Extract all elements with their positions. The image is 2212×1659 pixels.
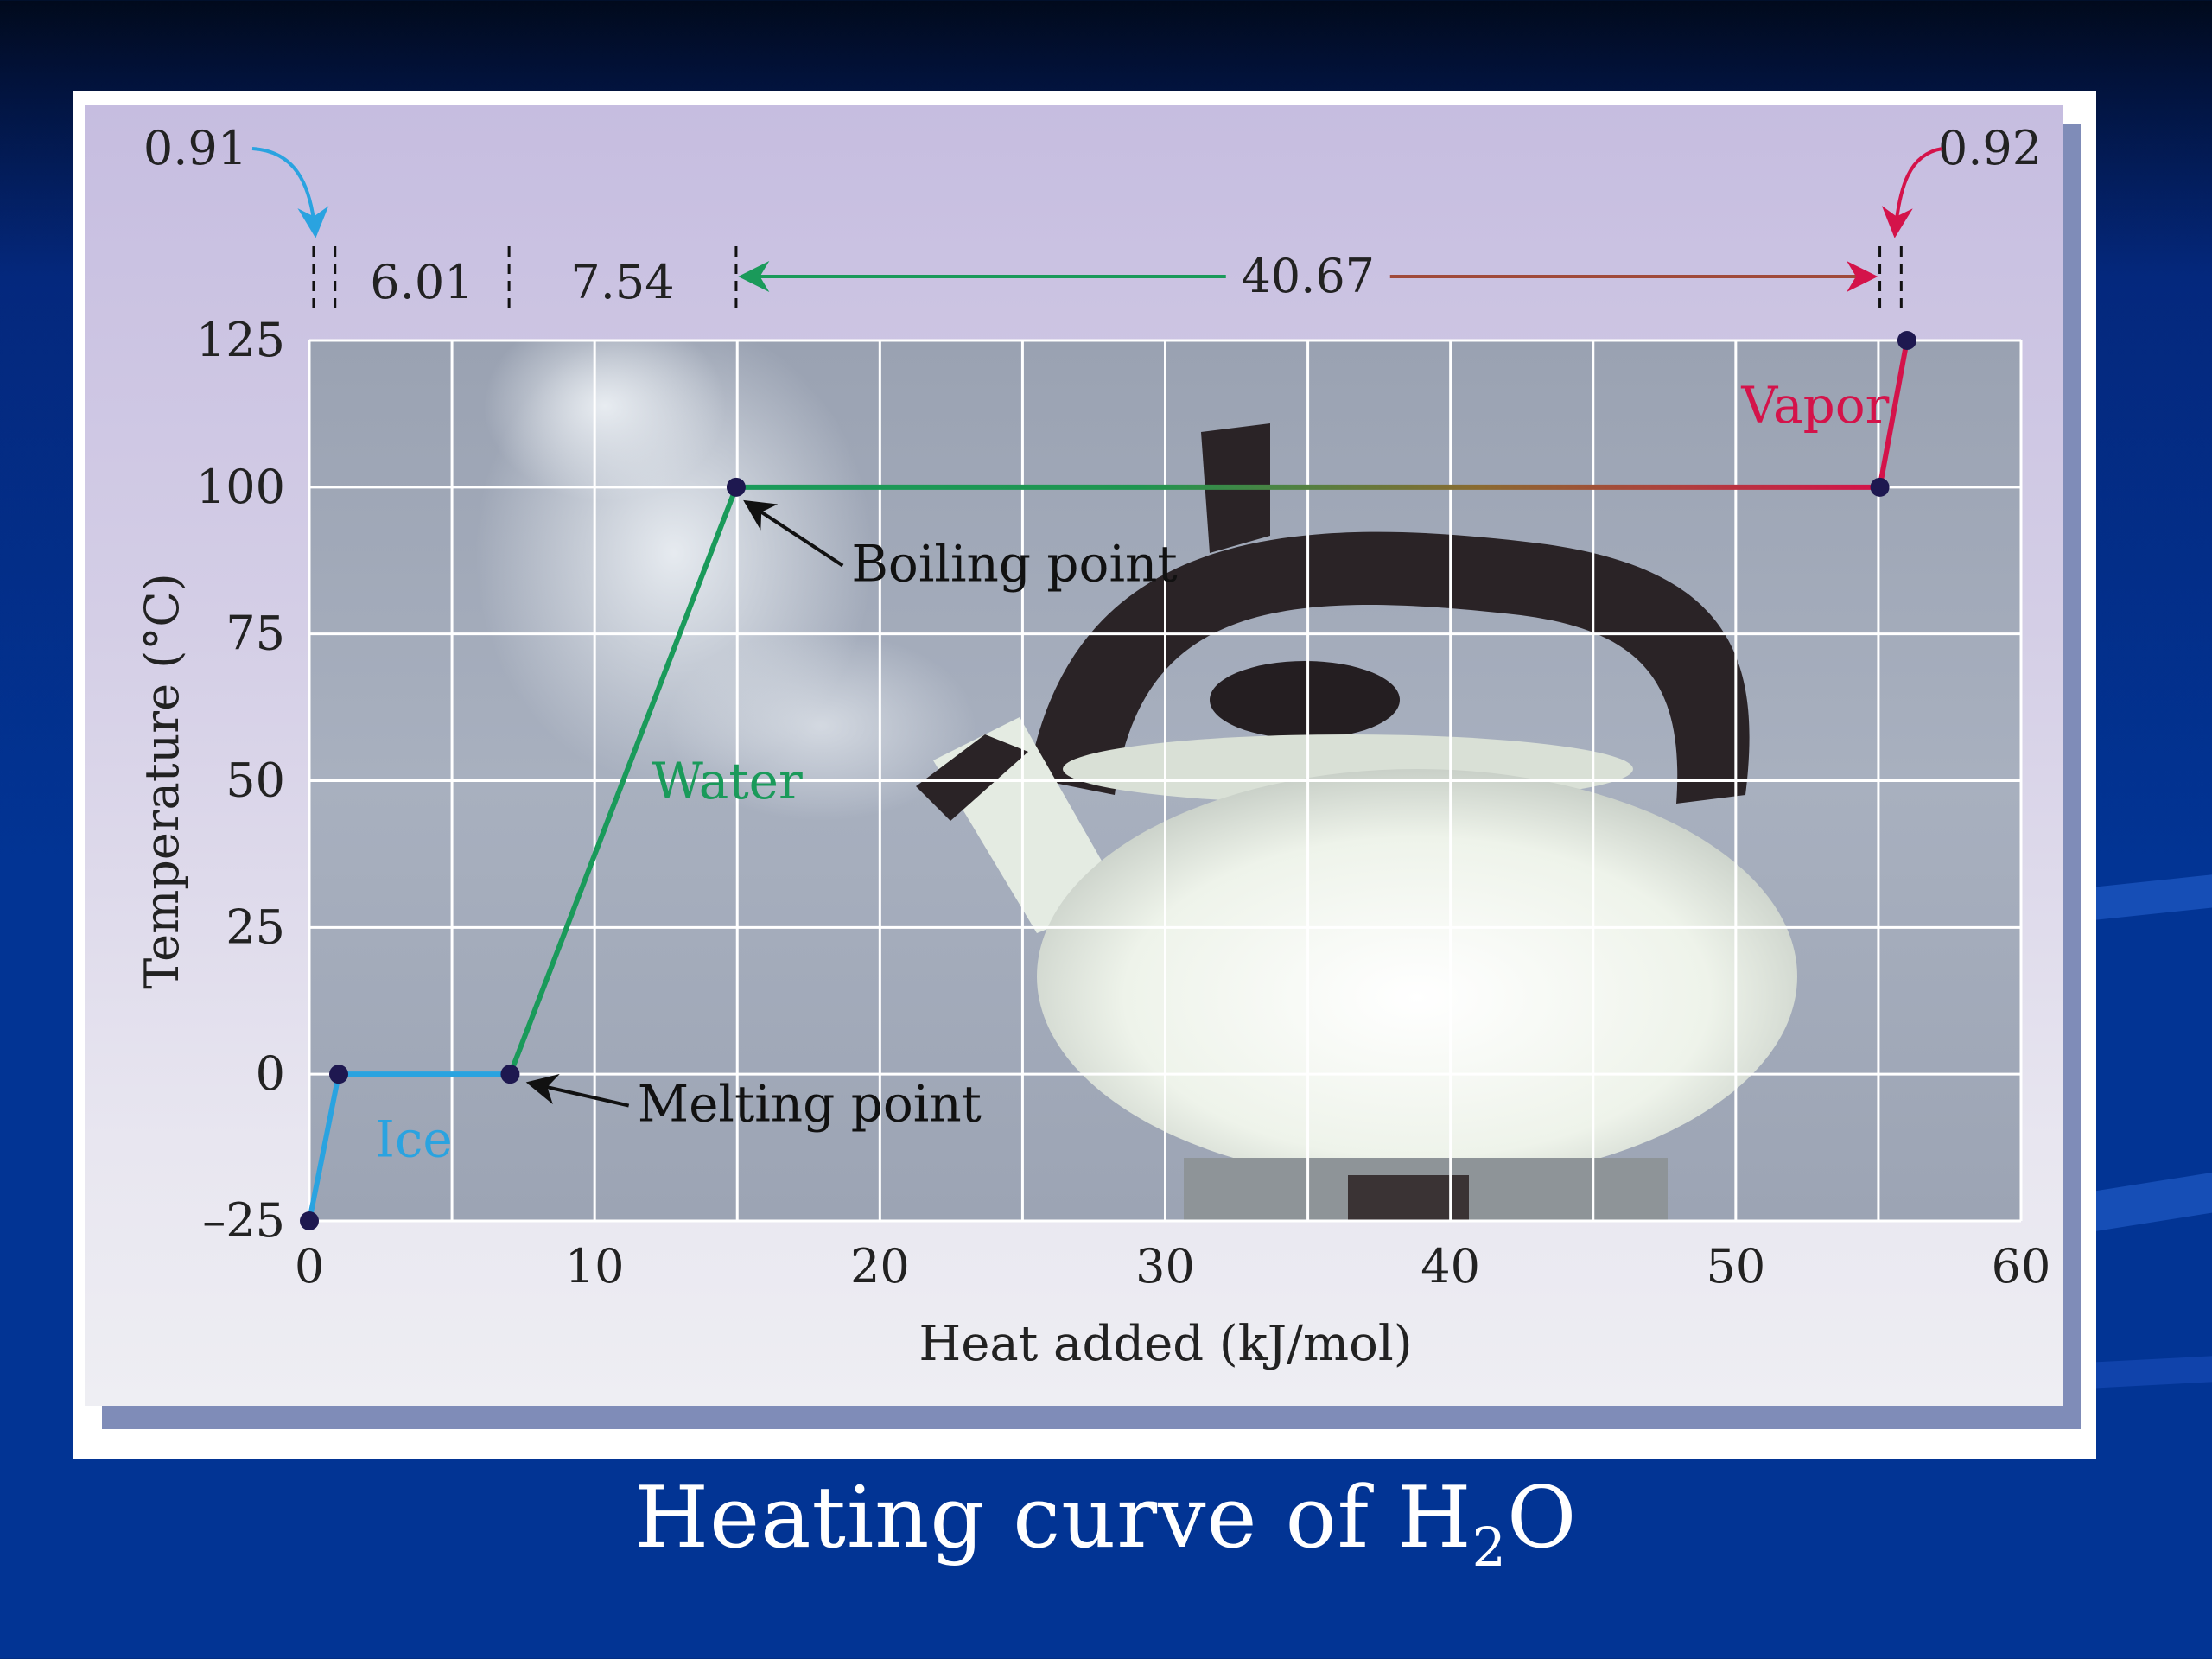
x-tick-label: 60 [1992, 1239, 2051, 1294]
interval-label: 0.92 [1938, 121, 2042, 175]
y-tick-label: 125 [196, 313, 285, 367]
interval-label: 7.54 [570, 255, 674, 309]
steam-plume [665, 631, 976, 821]
slide-title: Heating curve of H2O [0, 1469, 2212, 1579]
heating-curve [300, 331, 1916, 1230]
kettle-body [1037, 769, 1797, 1184]
grid [308, 339, 2023, 1223]
kettle-spout-tip [916, 734, 1028, 821]
y-tick-label: –25 [202, 1193, 285, 1248]
slide-title-suffix: O [1506, 1469, 1578, 1567]
x-tick-label: 0 [295, 1239, 324, 1294]
annotations: Ice Water Vapor Boiling point Melting point [375, 376, 1890, 1168]
x-axis-label: Heat added (kJ/mol) [918, 1316, 1412, 1372]
x-tick-label: 10 [565, 1239, 625, 1294]
curve-point [726, 477, 746, 497]
y-tick-label: 75 [226, 607, 285, 661]
x-tick-label: 30 [1135, 1239, 1195, 1294]
curve-point [329, 1065, 349, 1084]
curve-segment-vapor [1877, 338, 1910, 490]
x-axis-ticks: 0 10 20 30 40 50 60 [295, 1239, 2051, 1294]
curve-segment-ice [307, 1071, 342, 1224]
y-tick-label: 50 [226, 753, 285, 808]
curve-point [1897, 331, 1916, 350]
y-tick-label: 0 [256, 1046, 285, 1101]
kettle-handle [1028, 531, 1750, 804]
slide-title-subscript: 2 [1471, 1516, 1507, 1579]
y-axis-label: Temperature (°C) [135, 573, 189, 988]
y-tick-label: 25 [226, 899, 285, 954]
x-tick-label: 50 [1706, 1239, 1765, 1294]
kettle-lid-knob [1210, 661, 1400, 739]
annotation-arrow [525, 1073, 630, 1108]
interval-label: 6.01 [370, 255, 474, 309]
interval-callout-arrow [251, 147, 329, 238]
annotation-label: Boiling point [851, 535, 1177, 594]
x-tick-label: 20 [850, 1239, 910, 1294]
curve-point [500, 1065, 520, 1084]
enthalpy-intervals: 0.91 6.01 7.54 40.67 0.92 [143, 121, 2042, 315]
annotation-label: Melting point [638, 1075, 982, 1134]
curve-segment-water [507, 484, 739, 1077]
interval-label: 0.91 [143, 121, 247, 175]
annotation-arrow [743, 499, 844, 568]
x-tick-label: 40 [1421, 1239, 1480, 1294]
steam-plume [484, 340, 726, 501]
y-axis-ticks: –25 0 25 50 75 100 125 [196, 313, 285, 1248]
curve-point [300, 1211, 319, 1230]
kettle-photo [475, 340, 1797, 1221]
phase-label: Vapor [1740, 376, 1889, 435]
slide-title-prefix: Heating curve of H [634, 1469, 1472, 1567]
phase-label: Water [652, 752, 803, 810]
interval-label: 40.67 [1241, 249, 1375, 303]
y-tick-label: 100 [196, 460, 285, 514]
phase-label: Ice [375, 1109, 453, 1168]
curve-point [1870, 477, 1890, 497]
kettle-burner [1348, 1175, 1469, 1221]
interval-callout-arrow [1881, 147, 1943, 238]
